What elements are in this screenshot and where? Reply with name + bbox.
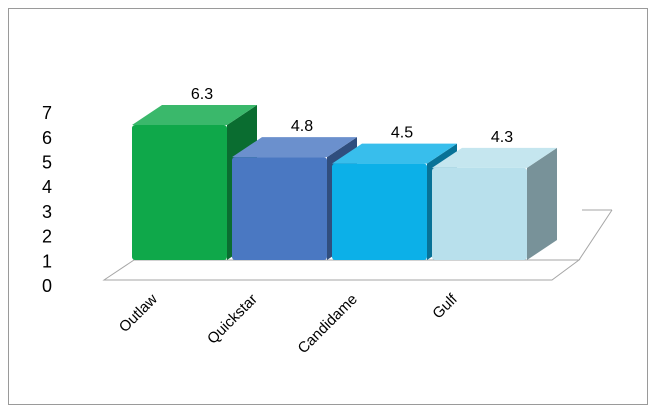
x-tick-label: Outlaw	[116, 291, 161, 336]
y-tick-label: 6	[42, 128, 52, 148]
floor-plane	[102, 259, 581, 281]
data-labels: 6.3 4.8 4.5 4.3	[191, 86, 513, 146]
bar-front-face	[432, 167, 527, 260]
y-tick-label: 3	[42, 202, 52, 222]
side-wall-edge	[578, 209, 613, 261]
bar-top-face	[232, 137, 357, 158]
data-label: 6.3	[191, 86, 213, 103]
data-label: 4.8	[291, 118, 313, 135]
bar-gulf	[432, 147, 557, 260]
y-tick-label: 5	[42, 153, 52, 173]
y-axis-ticks: 0 1 2 3 4 5 6 7	[42, 103, 52, 296]
x-tick-label: Candidame	[295, 291, 361, 357]
bar-front-face	[232, 157, 327, 260]
bar-front-face	[332, 163, 427, 260]
bar-top-face	[132, 105, 257, 125]
y-tick-label: 2	[42, 227, 52, 247]
x-axis-labels: Outlaw Quickstar Candidame Gulf	[116, 290, 462, 357]
bar-series	[132, 105, 557, 260]
x-tick-label: Gulf	[429, 290, 461, 322]
y-tick-label: 4	[42, 177, 52, 197]
data-label: 4.5	[391, 125, 413, 142]
y-tick-label: 7	[42, 103, 52, 123]
y-tick-label: 0	[42, 276, 52, 296]
bar-top-face	[432, 147, 557, 168]
bar-front-face	[132, 125, 227, 260]
x-tick-label: Quickstar	[204, 291, 261, 348]
y-tick-label: 1	[42, 251, 52, 271]
chart-floor	[102, 209, 613, 281]
bar-top-face	[332, 143, 457, 164]
bar-side-face	[527, 147, 557, 260]
data-label: 4.3	[491, 129, 513, 146]
